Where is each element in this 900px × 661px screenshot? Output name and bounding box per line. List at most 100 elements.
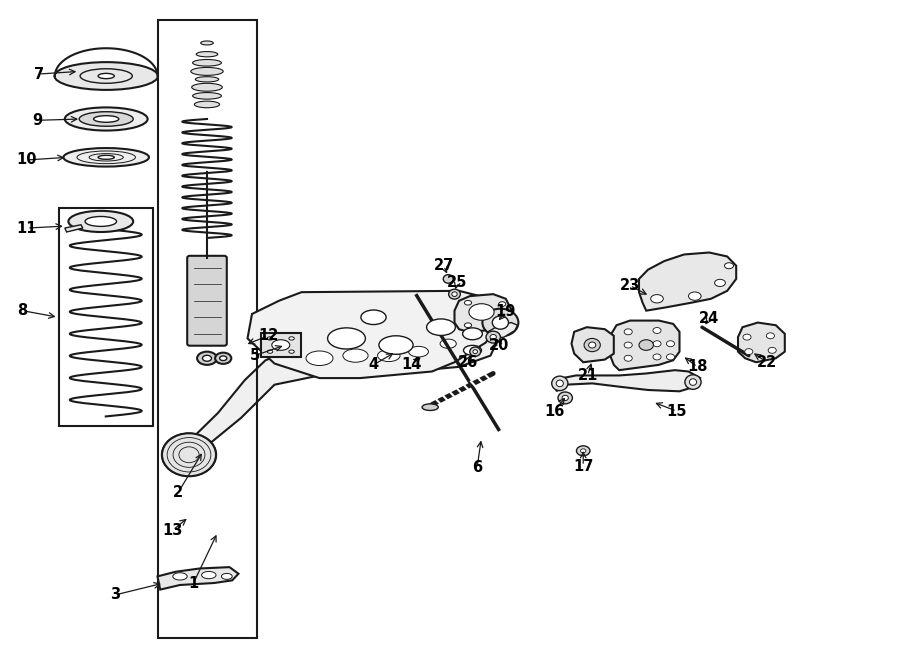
- Text: 26: 26: [458, 355, 478, 369]
- Ellipse shape: [221, 573, 232, 579]
- Ellipse shape: [552, 376, 568, 391]
- Ellipse shape: [195, 77, 219, 82]
- Text: 22: 22: [757, 355, 777, 369]
- Polygon shape: [738, 323, 785, 362]
- Polygon shape: [639, 253, 736, 311]
- Text: 13: 13: [163, 523, 183, 537]
- FancyBboxPatch shape: [187, 256, 227, 346]
- Ellipse shape: [343, 349, 368, 362]
- Text: 24: 24: [699, 311, 719, 326]
- Ellipse shape: [193, 59, 221, 66]
- Ellipse shape: [328, 328, 365, 349]
- Ellipse shape: [470, 347, 481, 356]
- Ellipse shape: [486, 331, 500, 343]
- Ellipse shape: [767, 332, 774, 338]
- Polygon shape: [556, 370, 700, 391]
- Text: 1: 1: [188, 576, 199, 590]
- Ellipse shape: [191, 67, 223, 75]
- Ellipse shape: [422, 404, 438, 410]
- Text: 18: 18: [688, 360, 707, 374]
- Ellipse shape: [68, 211, 133, 232]
- Ellipse shape: [584, 338, 600, 352]
- Ellipse shape: [625, 329, 632, 334]
- Ellipse shape: [443, 275, 454, 283]
- Bar: [58, 208, 153, 426]
- Text: 6: 6: [472, 461, 482, 475]
- Ellipse shape: [267, 350, 273, 353]
- Ellipse shape: [63, 148, 148, 167]
- Ellipse shape: [768, 348, 776, 353]
- Ellipse shape: [469, 303, 494, 320]
- Polygon shape: [158, 567, 239, 590]
- Ellipse shape: [197, 352, 217, 365]
- Text: 16: 16: [544, 404, 564, 418]
- Ellipse shape: [492, 316, 508, 329]
- Ellipse shape: [202, 356, 211, 361]
- Text: 19: 19: [496, 305, 516, 319]
- Ellipse shape: [440, 339, 456, 348]
- Ellipse shape: [54, 62, 158, 90]
- Ellipse shape: [743, 334, 751, 340]
- Ellipse shape: [473, 350, 478, 354]
- Ellipse shape: [666, 354, 675, 360]
- Ellipse shape: [625, 342, 632, 348]
- Ellipse shape: [192, 83, 222, 91]
- Ellipse shape: [653, 341, 661, 346]
- Polygon shape: [610, 321, 680, 370]
- Ellipse shape: [379, 336, 413, 354]
- Ellipse shape: [85, 217, 117, 226]
- Ellipse shape: [272, 340, 290, 350]
- Ellipse shape: [306, 351, 333, 366]
- Polygon shape: [454, 294, 511, 332]
- Polygon shape: [169, 312, 502, 464]
- Ellipse shape: [194, 101, 220, 108]
- Ellipse shape: [427, 319, 455, 335]
- Text: 17: 17: [573, 459, 593, 473]
- Ellipse shape: [589, 342, 596, 348]
- Ellipse shape: [452, 292, 457, 296]
- Text: 14: 14: [401, 358, 421, 372]
- Ellipse shape: [499, 301, 506, 306]
- Text: 15: 15: [667, 404, 687, 418]
- Ellipse shape: [289, 350, 294, 353]
- Text: 21: 21: [578, 368, 598, 383]
- Text: 10: 10: [17, 153, 37, 167]
- Ellipse shape: [79, 112, 133, 126]
- Ellipse shape: [289, 337, 294, 340]
- Ellipse shape: [196, 52, 218, 57]
- Ellipse shape: [201, 41, 213, 45]
- Ellipse shape: [724, 263, 733, 268]
- Text: 4: 4: [368, 358, 379, 372]
- Ellipse shape: [556, 380, 563, 387]
- Ellipse shape: [666, 341, 675, 346]
- Ellipse shape: [98, 155, 114, 159]
- Polygon shape: [248, 291, 502, 378]
- Text: 27: 27: [434, 258, 454, 273]
- Text: 25: 25: [447, 276, 467, 290]
- Ellipse shape: [193, 93, 221, 99]
- Ellipse shape: [580, 449, 586, 453]
- Ellipse shape: [745, 349, 752, 354]
- Text: 8: 8: [17, 303, 28, 318]
- Ellipse shape: [448, 290, 461, 299]
- Ellipse shape: [463, 328, 482, 340]
- Ellipse shape: [689, 379, 697, 385]
- Ellipse shape: [173, 572, 187, 580]
- Ellipse shape: [562, 395, 569, 401]
- Ellipse shape: [625, 356, 632, 361]
- Ellipse shape: [378, 350, 400, 362]
- Polygon shape: [65, 225, 83, 232]
- Text: 9: 9: [32, 113, 43, 128]
- Polygon shape: [261, 333, 301, 357]
- Ellipse shape: [409, 346, 428, 357]
- Ellipse shape: [267, 337, 273, 340]
- Ellipse shape: [688, 292, 701, 300]
- Text: 2: 2: [173, 485, 184, 500]
- Ellipse shape: [651, 295, 663, 303]
- Text: 12: 12: [258, 329, 278, 343]
- Ellipse shape: [482, 309, 518, 336]
- Ellipse shape: [215, 353, 231, 364]
- Ellipse shape: [558, 392, 572, 404]
- Polygon shape: [572, 327, 614, 362]
- Ellipse shape: [220, 356, 227, 360]
